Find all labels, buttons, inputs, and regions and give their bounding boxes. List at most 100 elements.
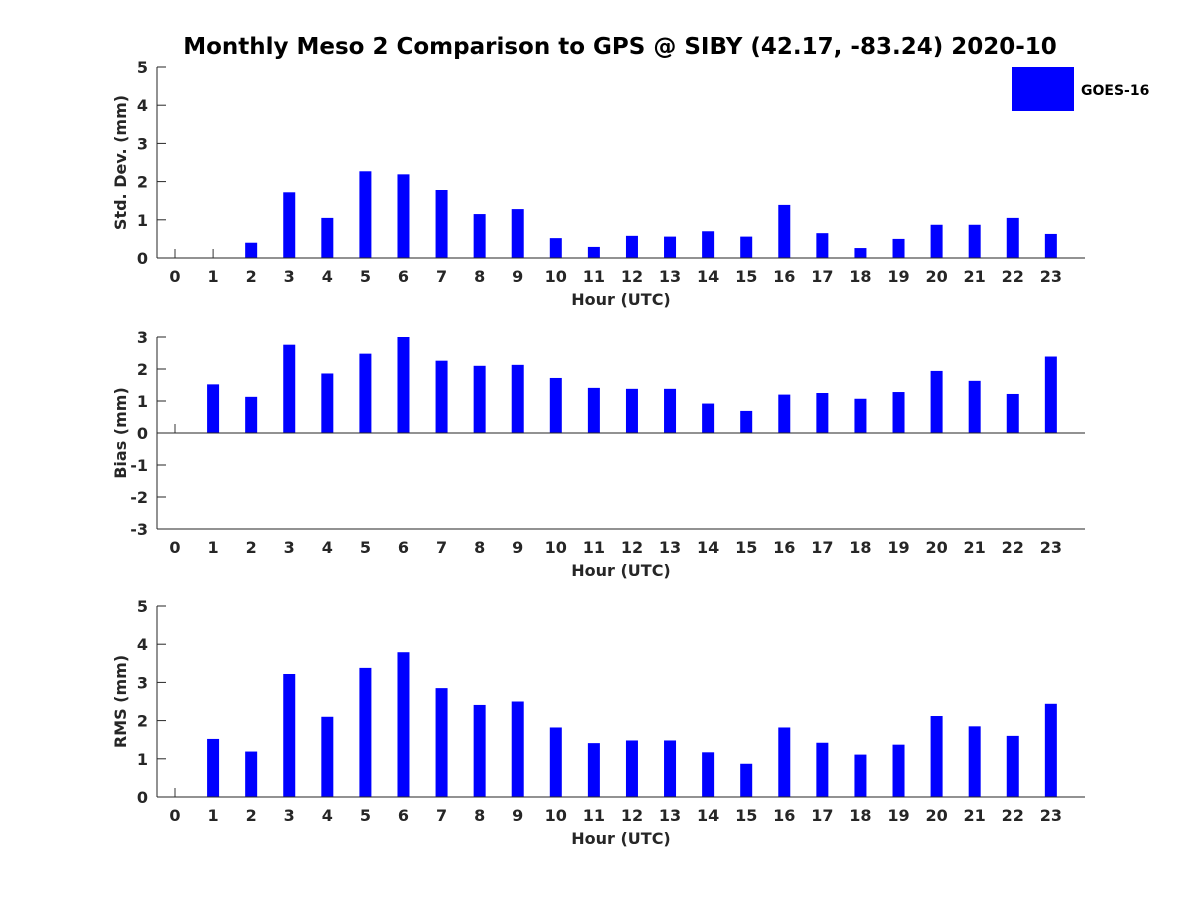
rms-x-tick-label: 2 (246, 806, 257, 825)
rms-y-tick-label: 5 (137, 597, 148, 616)
rms-bar (968, 726, 981, 797)
bias-y-tick-label: -3 (130, 520, 148, 539)
bias-x-tick-label: 5 (360, 538, 371, 557)
legend: GOES-16 (1012, 67, 1149, 111)
std-dev-y-tick-label: 2 (137, 173, 148, 192)
bias-x-tick-label: 10 (545, 538, 567, 557)
std-dev-bar (664, 236, 677, 258)
bias-bar (587, 387, 600, 433)
rms-bar (778, 727, 791, 797)
rms-x-tick-label: 7 (436, 806, 447, 825)
rms-y-tick-label: 4 (137, 635, 148, 654)
std-dev-bar (473, 214, 486, 258)
std-dev-x-tick-label: 22 (1002, 267, 1024, 286)
bias-y-tick-label: 1 (137, 392, 148, 411)
bias-x-tick-label: 12 (621, 538, 643, 557)
bias-bar (321, 373, 334, 433)
bias-y-tick-label: -2 (130, 488, 148, 507)
bias-x-tick-label: 6 (398, 538, 409, 557)
std-dev-y-tick-label: 4 (137, 96, 148, 115)
bias-x-tick-label: 0 (169, 538, 180, 557)
rms-x-tick-label: 21 (964, 806, 986, 825)
bias-x-tick-label: 4 (322, 538, 333, 557)
rms-x-tick-label: 1 (208, 806, 219, 825)
rms-bar (702, 752, 715, 797)
rms-x-axis-label: Hour (UTC) (571, 829, 671, 848)
rms-y-tick-label: 2 (137, 712, 148, 731)
std-dev-x-tick-label: 7 (436, 267, 447, 286)
bias-bar (625, 388, 638, 433)
bias-x-tick-label: 20 (925, 538, 947, 557)
rms-bar (854, 754, 867, 797)
std-dev-x-tick-label: 0 (169, 267, 180, 286)
std-dev-bar (321, 217, 334, 258)
rms-bar (359, 667, 372, 797)
std-dev-bar (740, 236, 753, 258)
rms-bar (549, 727, 562, 797)
bias-bar (435, 360, 448, 433)
rms-x-tick-label: 9 (512, 806, 523, 825)
std-dev-bar (854, 248, 867, 258)
bias-x-axis-label: Hour (UTC) (571, 561, 671, 580)
std-dev-x-tick-label: 20 (925, 267, 947, 286)
std-dev-x-tick-label: 18 (849, 267, 871, 286)
std-dev-x-tick-label: 3 (284, 267, 295, 286)
rms-x-tick-label: 4 (322, 806, 333, 825)
bias-bar (892, 392, 905, 433)
bias-bar (549, 377, 562, 433)
std-dev-y-tick-label: 3 (137, 134, 148, 153)
bias-bar (664, 388, 677, 433)
std-dev-y-axis-label: Std. Dev. (mm) (111, 95, 130, 230)
bias-bar (245, 396, 258, 433)
std-dev-bar (702, 231, 715, 258)
rms-bar (892, 744, 905, 797)
bias-x-tick-label: 23 (1040, 538, 1062, 557)
rms-x-tick-label: 22 (1002, 806, 1024, 825)
rms-y-tick-label: 3 (137, 673, 148, 692)
std-dev-x-tick-label: 16 (773, 267, 795, 286)
rms-x-tick-label: 15 (735, 806, 757, 825)
rms-x-tick-label: 18 (849, 806, 871, 825)
rms-x-tick-label: 8 (474, 806, 485, 825)
bias-bar (816, 393, 829, 433)
legend-swatch (1012, 67, 1074, 111)
bias-x-tick-label: 17 (811, 538, 833, 557)
std-dev-bar (1044, 233, 1057, 258)
std-dev-x-tick-label: 10 (545, 267, 567, 286)
rms-x-tick-label: 19 (887, 806, 909, 825)
std-dev-y-tick-label: 1 (137, 211, 148, 230)
bias-x-tick-label: 9 (512, 538, 523, 557)
std-dev-bar (359, 171, 372, 258)
rms-y-axis-label: RMS (mm) (111, 655, 130, 748)
std-dev-x-tick-label: 6 (398, 267, 409, 286)
std-dev-bar (816, 233, 829, 258)
bias-x-tick-label: 18 (849, 538, 871, 557)
bias-x-tick-label: 19 (887, 538, 909, 557)
bias-bar (968, 380, 981, 433)
bias-y-axis-label: Bias (mm) (111, 387, 130, 479)
bias-bar (397, 337, 410, 433)
bias-x-tick-label: 21 (964, 538, 986, 557)
bias-x-tick-label: 8 (474, 538, 485, 557)
std-dev-x-tick-label: 5 (360, 267, 371, 286)
bias-bar (473, 365, 486, 433)
bias-x-tick-label: 15 (735, 538, 757, 557)
bias-bar (854, 398, 867, 433)
std-dev-x-axis-label: Hour (UTC) (571, 290, 671, 309)
legend-label: GOES-16 (1081, 83, 1149, 99)
std-dev-x-tick-label: 1 (208, 267, 219, 286)
rms-y-tick-label: 0 (137, 788, 148, 807)
bias-bar (778, 394, 791, 433)
bias-x-tick-label: 7 (436, 538, 447, 557)
rms-x-tick-label: 5 (360, 806, 371, 825)
std-dev-x-tick-label: 21 (964, 267, 986, 286)
rms-x-tick-label: 17 (811, 806, 833, 825)
rms-bar (1044, 703, 1057, 797)
std-dev-x-tick-label: 9 (512, 267, 523, 286)
std-dev-x-tick-label: 8 (474, 267, 485, 286)
rms-bar (207, 738, 220, 797)
